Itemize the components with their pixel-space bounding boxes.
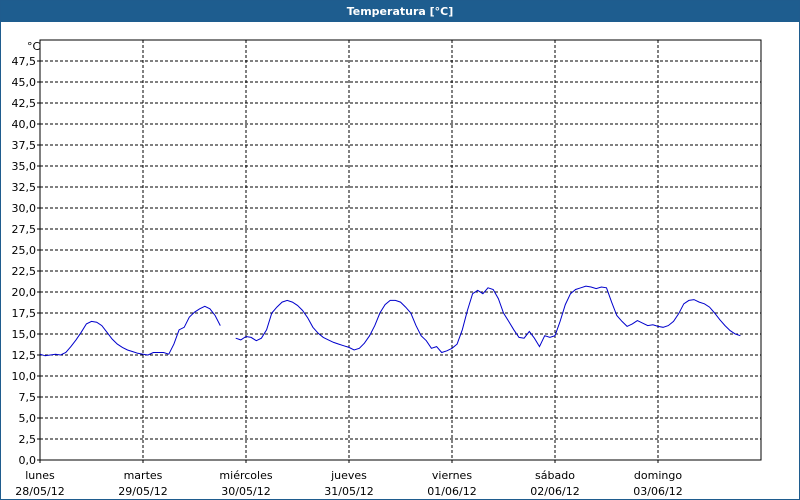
y-tick-label: 42,5 <box>12 97 37 110</box>
window-title: Temperatura [°C] <box>1 1 799 22</box>
y-tick-label: 35,0 <box>12 160 37 173</box>
y-tick-label: 40,0 <box>12 118 37 131</box>
x-tick-day-label: sábado <box>535 469 575 482</box>
y-tick-label: 20,0 <box>12 286 37 299</box>
y-tick-label: 0,0 <box>19 454 37 467</box>
x-tick-date-label: 01/06/12 <box>427 485 476 498</box>
x-axis-ticks: lunes 28/05/12 martes 29/05/12 miércoles 30/0… <box>15 460 683 498</box>
y-tick-label: 2,5 <box>19 433 37 446</box>
y-axis-unit: °C <box>27 40 41 53</box>
y-tick-label: 32,5 <box>12 181 37 194</box>
x-tick-day-label: lunes <box>25 469 55 482</box>
y-tick-label: 17,5 <box>12 307 37 320</box>
y-tick-label: 45,0 <box>12 76 37 89</box>
x-tick-day-label: jueves <box>330 469 367 482</box>
y-tick-label: 22,5 <box>12 265 37 278</box>
y-tick-label: 5,0 <box>19 412 37 425</box>
y-tick-label: 7,5 <box>19 391 37 404</box>
y-tick-label: 27,5 <box>12 223 37 236</box>
x-tick-date-label: 02/06/12 <box>530 485 579 498</box>
temperature-line <box>235 285 741 354</box>
y-tick-label: 10,0 <box>12 370 37 383</box>
y-tick-label: 47,5 <box>12 55 37 68</box>
x-tick-date-label: 28/05/12 <box>15 485 64 498</box>
grid <box>40 40 761 460</box>
x-tick-day-label: viernes <box>432 469 472 482</box>
y-tick-label: 15,0 <box>12 328 37 341</box>
y-tick-label: 25,0 <box>12 244 37 257</box>
x-tick-date-label: 29/05/12 <box>118 485 167 498</box>
temperature-line <box>39 305 221 357</box>
x-tick-date-label: 31/05/12 <box>324 485 373 498</box>
x-tick-date-label: 03/06/12 <box>633 485 682 498</box>
y-axis-ticks: 0,0 2,5 5,0 7,5 10,0 12,5 15,0 17,5 20,0 22,5 25,0… <box>12 55 40 467</box>
x-tick-day-label: martes <box>124 469 163 482</box>
x-tick-day-label: domingo <box>634 469 682 482</box>
x-tick-day-label: miércoles <box>219 469 272 482</box>
x-tick-date-label: 30/05/12 <box>221 485 270 498</box>
y-tick-label: 30,0 <box>12 202 37 215</box>
y-tick-label: 37,5 <box>12 139 37 152</box>
temperature-series <box>39 285 741 357</box>
y-tick-label: 12,5 <box>12 349 37 362</box>
